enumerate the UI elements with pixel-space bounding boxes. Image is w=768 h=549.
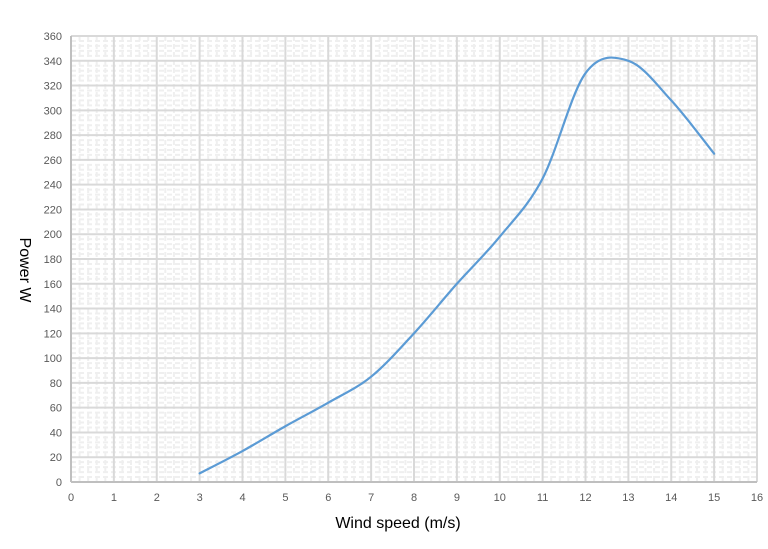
x-tick-label: 6 <box>325 492 331 504</box>
y-tick-label: 80 <box>50 378 62 390</box>
y-tick-label: 260 <box>44 155 62 167</box>
x-tick-label: 16 <box>751 492 763 504</box>
x-tick-label: 0 <box>68 492 74 504</box>
y-axis-tick-labels: 0 20 40 60 80 100 120 140 160 180 200 220 240 260 280 3… <box>44 31 62 489</box>
y-tick-label: 320 <box>44 81 62 93</box>
x-tick-label: 4 <box>239 492 245 504</box>
x-axis-tick-labels: 0 1 2 3 4 5 6 7 8 9 10 11 12 13 14 15 16 <box>68 492 763 504</box>
y-tick-label: 300 <box>44 105 62 117</box>
y-tick-label: 120 <box>44 328 62 340</box>
y-tick-label: 40 <box>50 427 62 439</box>
x-tick-label: 13 <box>622 492 634 504</box>
y-tick-label: 20 <box>50 452 62 464</box>
y-tick-label: 100 <box>44 353 62 365</box>
y-tick-label: 220 <box>44 204 62 216</box>
x-axis-title: Wind speed (m/s) <box>335 515 460 532</box>
x-tick-label: 3 <box>197 492 203 504</box>
x-tick-label: 12 <box>579 492 591 504</box>
power-series-line <box>198 56 716 475</box>
y-tick-label: 360 <box>44 31 62 43</box>
y-tick-label: 340 <box>44 56 62 68</box>
x-tick-label: 8 <box>411 492 417 504</box>
y-tick-label: 280 <box>44 130 62 142</box>
y-tick-label: 200 <box>44 229 62 241</box>
x-tick-label: 10 <box>494 492 506 504</box>
axes <box>70 36 757 483</box>
y-tick-label: 140 <box>44 304 62 316</box>
x-tick-label: 15 <box>708 492 720 504</box>
y-tick-label: 160 <box>44 279 62 291</box>
x-tick-label: 7 <box>368 492 374 504</box>
major-grid <box>70 35 758 483</box>
y-tick-label: 240 <box>44 180 62 192</box>
x-tick-label: 14 <box>665 492 677 504</box>
y-axis-title: Power W <box>16 238 33 304</box>
y-tick-label: 60 <box>50 403 62 415</box>
x-tick-label: 5 <box>282 492 288 504</box>
x-tick-label: 1 <box>111 492 117 504</box>
y-tick-label: 180 <box>44 254 62 266</box>
y-tick-label: 0 <box>56 477 62 489</box>
x-tick-label: 2 <box>154 492 160 504</box>
x-tick-label: 9 <box>454 492 460 504</box>
x-tick-label: 11 <box>537 492 548 504</box>
